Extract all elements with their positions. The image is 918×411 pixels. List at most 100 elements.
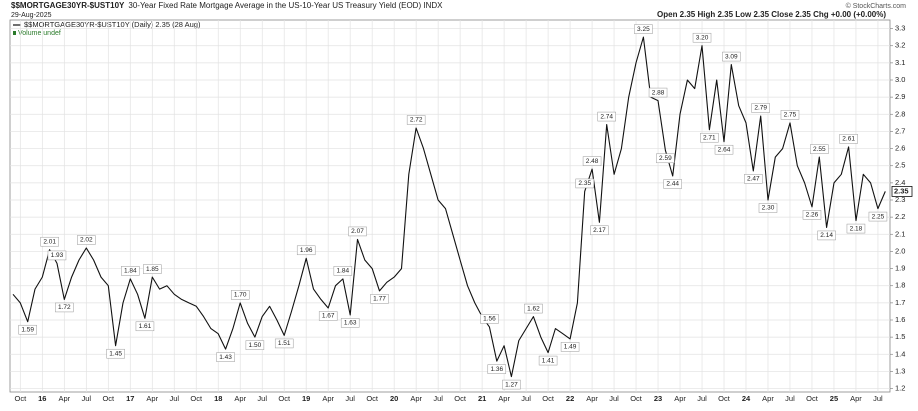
- x-tick-label: Apr: [322, 394, 334, 403]
- value-label-box: [480, 314, 499, 324]
- value-label: 3.25: [637, 26, 650, 33]
- value-label-box: [47, 250, 67, 261]
- value-label: 2.75: [784, 112, 797, 119]
- value-label-box: [143, 264, 162, 274]
- value-label: 1.96: [300, 247, 313, 254]
- value-label-box: [77, 235, 96, 245]
- y-tick-label: 2.8: [895, 109, 905, 118]
- value-label: 3.20: [696, 34, 709, 41]
- value-label: 2.02: [80, 237, 93, 244]
- x-tick-label: Oct: [542, 394, 555, 403]
- x-tick-label: Apr: [586, 394, 598, 403]
- x-tick-label: Oct: [718, 394, 731, 403]
- value-label-box: [106, 348, 125, 359]
- value-label: 2.47: [747, 176, 760, 183]
- value-label-box: [560, 342, 580, 352]
- value-label-box: [487, 364, 507, 374]
- value-label-box: [40, 236, 59, 247]
- value-label-box: [502, 379, 521, 390]
- y-tick-label: 1.9: [895, 264, 905, 273]
- value-label-box: [216, 352, 235, 362]
- x-tick-label: Jul: [873, 394, 883, 403]
- value-label: 1.41: [542, 357, 555, 364]
- x-tick-label: Oct: [102, 394, 115, 403]
- x-tick-label: 23: [654, 394, 662, 403]
- chart-title: $$MORTGAGE30YR-$UST10Y: [11, 1, 125, 10]
- value-label: 1.77: [373, 296, 386, 303]
- value-label-box: [590, 225, 609, 236]
- value-label-box: [744, 174, 763, 184]
- value-label: 3.09: [725, 53, 738, 60]
- value-label: 2.88: [652, 89, 665, 96]
- value-label: 2.17: [593, 227, 606, 234]
- value-label: 2.35: [578, 180, 591, 187]
- value-label: 1.59: [21, 326, 34, 333]
- legend-entry: $$MORTGAGE30YR-$UST10Y (Daily) 2.35 (28 …: [24, 20, 201, 29]
- value-label-box: [538, 355, 558, 366]
- x-tick-label: Jul: [257, 394, 267, 403]
- value-label: 2.25: [872, 213, 885, 220]
- value-label: 2.59: [659, 155, 672, 162]
- value-label: 1.72: [58, 304, 71, 311]
- value-label: 1.43: [219, 354, 232, 361]
- y-tick-label: 2.1: [895, 229, 905, 238]
- value-label-box: [406, 115, 426, 125]
- x-tick-label: Apr: [410, 394, 422, 403]
- x-tick-label: 25: [830, 394, 838, 403]
- value-label: 2.01: [43, 238, 56, 245]
- chart-date: 29-Aug-2025: [11, 12, 52, 19]
- value-label: 2.79: [754, 105, 767, 112]
- value-label: 2.55: [813, 146, 826, 153]
- value-label: 2.72: [410, 117, 423, 124]
- value-label-box: [318, 311, 338, 321]
- value-label: 2.26: [806, 212, 819, 219]
- y-tick-label: 2.0: [895, 246, 905, 255]
- source: © StockCharts.com: [846, 2, 907, 10]
- x-tick-label: Apr: [58, 394, 70, 403]
- value-label: 2.18: [850, 225, 863, 232]
- x-tick-label: Oct: [454, 394, 467, 403]
- y-tick-label: 2.9: [895, 92, 905, 101]
- x-tick-label: Apr: [674, 394, 686, 403]
- value-label-box: [575, 178, 594, 189]
- value-label-box: [663, 179, 682, 189]
- value-label-box: [714, 144, 734, 155]
- value-label: 1.45: [109, 350, 122, 357]
- volume-icon: [13, 31, 16, 35]
- value-label: 2.07: [351, 228, 364, 235]
- x-tick-label: 20: [390, 394, 398, 403]
- y-tick-label: 2.5: [895, 161, 905, 170]
- x-tick-label: Apr: [850, 394, 862, 403]
- y-tick-label: 1.8: [895, 281, 905, 290]
- y-tick-label: 2.2: [895, 212, 905, 221]
- value-label-box: [692, 32, 712, 43]
- y-tick-label: 3.1: [895, 58, 905, 67]
- x-tick-label: 21: [478, 394, 486, 403]
- y-tick-label: 1.6: [895, 315, 905, 324]
- y-tick-label: 3.0: [895, 75, 905, 84]
- x-tick-label: Oct: [806, 394, 819, 403]
- quote: Open 2.35 High 2.35 Low 2.35 Close 2.35 …: [657, 10, 886, 19]
- value-label-box: [524, 303, 543, 314]
- x-tick-label: 19: [302, 394, 310, 403]
- value-label: 1.93: [51, 252, 64, 259]
- y-tick-label: 2.7: [895, 126, 905, 135]
- x-tick-label: Jul: [345, 394, 355, 403]
- value-label: 1.27: [505, 381, 518, 388]
- x-tick-label: 22: [566, 394, 574, 403]
- value-label-box: [656, 153, 675, 164]
- line: [12, 36, 886, 378]
- value-label-box: [634, 24, 653, 34]
- x-tick-label: Jul: [521, 394, 531, 403]
- y-tick-label: 2.3: [895, 195, 905, 204]
- x-tick-label: 16: [38, 394, 46, 403]
- y-tick-label: 1.3: [895, 366, 905, 375]
- value-label: 1.84: [337, 268, 350, 275]
- x-tick-label: Jul: [169, 394, 179, 403]
- value-label-box: [839, 134, 858, 144]
- value-label: 1.51: [278, 340, 291, 347]
- value-label-box: [846, 223, 866, 234]
- grid: [10, 20, 890, 392]
- x-tick-label: Apr: [762, 394, 774, 403]
